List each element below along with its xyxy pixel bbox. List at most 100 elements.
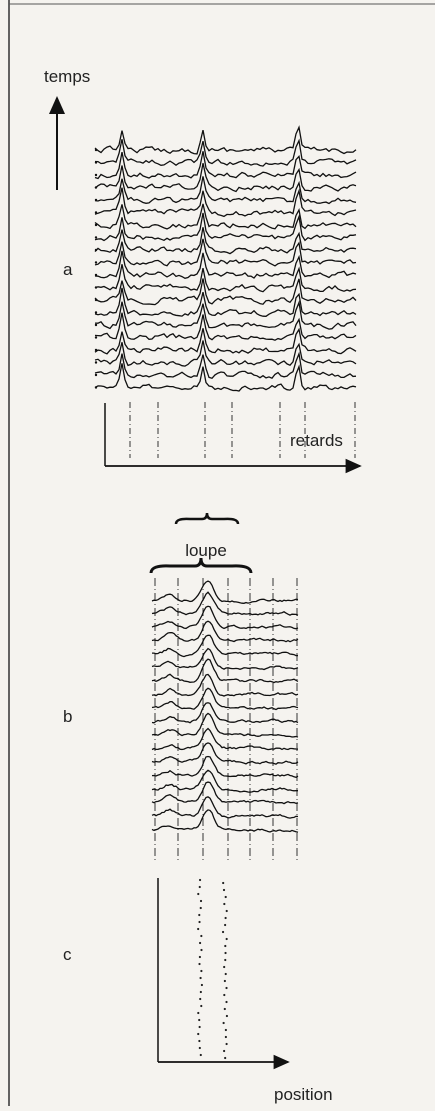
dot [197,892,200,896]
dot [223,965,226,969]
trace-dot [94,173,98,177]
trace [94,125,357,155]
dot [225,909,228,913]
dot [199,906,202,910]
dot [197,1032,200,1036]
x-axis-label: retards [290,431,343,450]
dot [225,1014,229,1018]
trace-dot [94,236,98,239]
position-dots [197,878,229,1060]
trace [94,187,357,218]
dot [197,1011,200,1015]
trace [151,809,299,833]
trace [151,769,299,793]
annotation: loupe [185,541,227,560]
trace [151,727,299,751]
trace-dot [94,323,98,327]
trace [151,702,299,724]
dot [198,1039,201,1043]
trace [151,687,299,711]
panel-label: c [63,945,72,964]
trace-dot [94,286,98,289]
trace [94,238,357,267]
trace-dot [94,361,98,364]
dot [198,913,201,917]
dot [198,920,201,924]
dot [224,1035,227,1039]
trace [94,163,357,193]
dot [225,1042,228,1046]
trace [151,781,299,805]
dot [200,1004,203,1008]
panel-label: a [63,260,73,279]
dot [222,888,226,892]
dot [225,1000,228,1004]
dot [199,976,202,980]
brace-large [149,557,253,574]
dot [224,972,227,976]
panel-label: b [63,707,72,726]
dot [198,885,201,889]
dot [198,1025,201,1029]
trace [94,250,357,279]
dot [223,902,226,906]
dot [200,983,204,987]
trace [94,300,357,330]
trace [94,151,357,180]
trace-dot [94,248,98,252]
dot [223,1007,226,1011]
dot [224,1056,227,1060]
trace-dot [94,161,98,164]
trace-dot [94,336,98,339]
trace [94,176,357,205]
dot [198,941,202,945]
trace-dot [94,386,98,389]
dot [223,1049,226,1053]
trace [94,327,357,355]
trace [151,620,299,643]
dot [225,986,228,990]
dot [221,930,225,934]
traces-b [151,580,299,833]
trace-dot [94,311,98,314]
trace [94,227,357,255]
dot [225,937,228,941]
dot [200,948,203,952]
trace [94,363,357,392]
trace [94,212,357,242]
trace-dot [94,348,98,352]
trace-dot [94,186,98,189]
dot [199,1053,202,1057]
trace-dot [94,198,98,202]
trace-dot [94,298,98,302]
dot [224,923,227,927]
dot [224,951,227,955]
trace [94,312,357,341]
trace [151,712,299,738]
trace [151,742,299,765]
dot [197,927,200,931]
dot [200,934,203,938]
dot [198,1046,201,1050]
dot [224,958,227,962]
trace [151,647,299,671]
dot [199,997,202,1001]
trace-dot [94,373,98,377]
dot [198,955,201,959]
traces-a [94,125,357,392]
dot [198,878,202,882]
dot [224,1028,227,1032]
trace-dot [94,211,98,214]
dot [224,944,227,948]
dot [199,990,202,994]
trace [94,138,357,167]
dot [224,895,227,899]
dot [223,993,226,997]
trace [151,580,299,604]
trace [151,658,299,684]
trace [151,673,299,697]
trace [151,591,299,616]
dot [222,1021,225,1025]
